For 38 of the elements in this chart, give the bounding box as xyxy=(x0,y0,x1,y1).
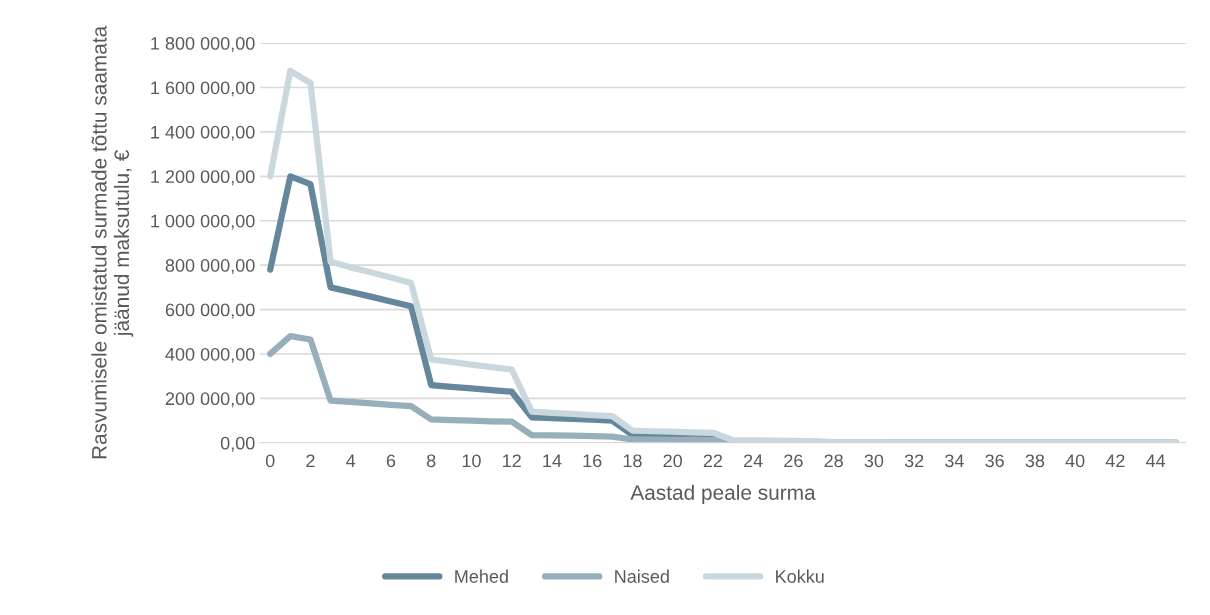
y-tick-label: 200 000,00 xyxy=(165,392,255,408)
x-tick-label: 42 xyxy=(1105,454,1125,467)
x-tick-label: 30 xyxy=(864,454,884,468)
x-tick-label: 36 xyxy=(985,454,1004,468)
x-tick-label: 6 xyxy=(386,454,396,468)
x-tick-label: 10 xyxy=(462,454,481,468)
x-tick-label: 22 xyxy=(703,454,723,467)
x-tick-label: 34 xyxy=(945,454,964,468)
x-tick-label: 2 xyxy=(306,454,315,467)
x-tick-label: 14 xyxy=(543,454,562,467)
x-tick-label: 28 xyxy=(824,454,843,468)
y-tick-label: 0,00 xyxy=(220,436,255,452)
x-tick-label: 4 xyxy=(346,454,356,467)
x-tick-label: 26 xyxy=(784,454,803,468)
x-tick-label: 40 xyxy=(1065,454,1085,468)
legend-label: Mehed xyxy=(455,569,508,583)
x-tick-label: 38 xyxy=(1025,454,1045,468)
legend-label: Naised xyxy=(615,569,669,583)
y-tick-label: 600 000,00 xyxy=(165,303,255,319)
x-tick-label: 18 xyxy=(623,454,642,468)
y-tick-label: 1 200 000,00 xyxy=(151,170,255,186)
y-tick-label: 1 400 000,00 xyxy=(151,125,255,141)
y-tick-label: 1 000 000,00 xyxy=(151,214,255,230)
x-axis-title: Aastad peale surma xyxy=(630,484,816,505)
y-tick-label: 1 800 000,00 xyxy=(151,36,255,52)
legend-label: Kokku xyxy=(776,569,824,583)
x-tick-label: 12 xyxy=(503,454,521,467)
x-tick-label: 20 xyxy=(663,454,682,468)
x-tick-label: 24 xyxy=(744,454,763,467)
y-tick-label: 400 000,00 xyxy=(165,347,255,363)
x-tick-label: 0 xyxy=(265,454,275,468)
x-tick-label: 32 xyxy=(904,454,924,468)
x-tick-label: 8 xyxy=(426,454,436,468)
x-tick-label: 16 xyxy=(583,454,602,468)
x-tick-label: 44 xyxy=(1145,454,1166,467)
y-tick-label: 1 600 000,00 xyxy=(151,81,255,97)
y-tick-label: 800 000,00 xyxy=(165,259,255,274)
y-axis-title: Rasvumisele omistatud surmade tõttu saamata jäänud maksutulu, € xyxy=(91,25,134,459)
